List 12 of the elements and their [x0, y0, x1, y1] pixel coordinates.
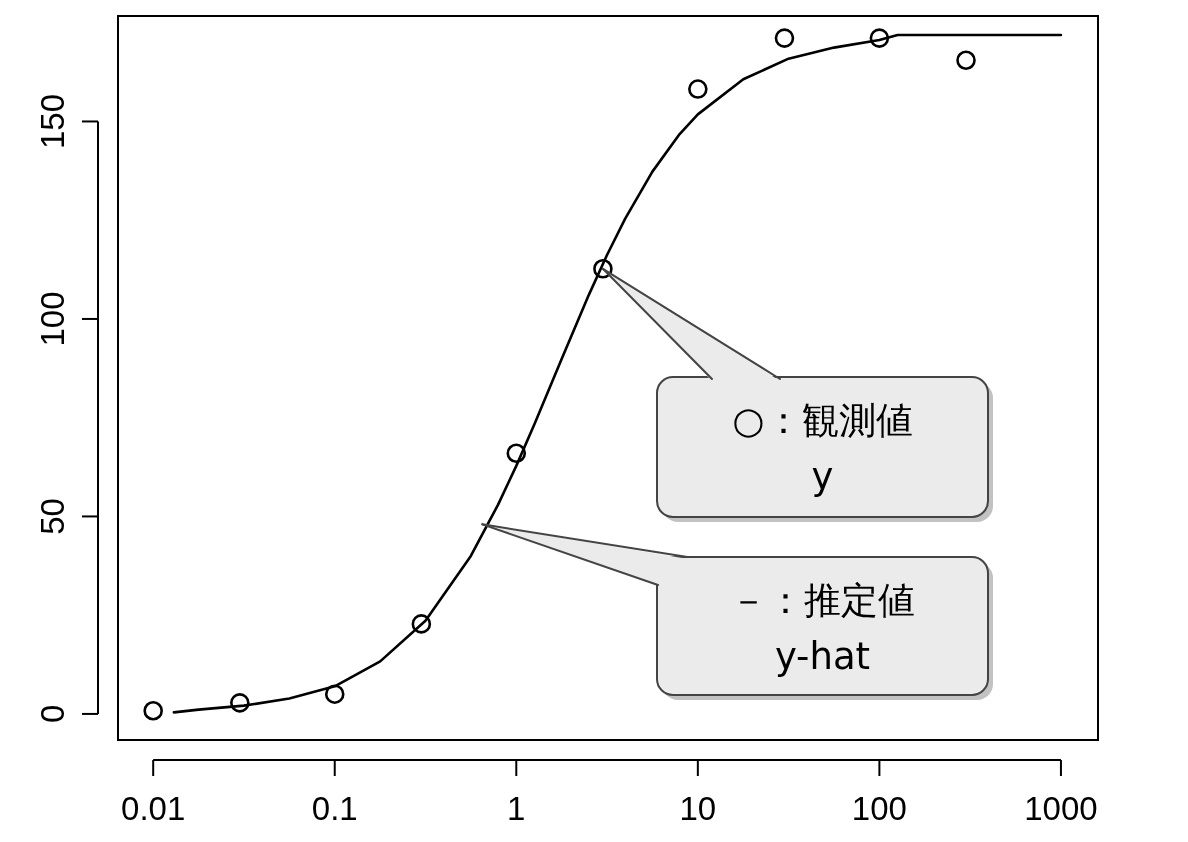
x-tick-label: 10: [679, 790, 717, 827]
x-tick-label: 100: [851, 790, 907, 827]
annotation: －：推定値 y-hat: [730, 579, 915, 678]
annotation: ○：観測値 y: [732, 399, 913, 498]
x-tick-label: 0.1: [311, 790, 358, 827]
x-tick-label: 0.01: [121, 790, 186, 827]
y-tick-label: 100: [34, 291, 71, 347]
x-tick-label: 1000: [1024, 790, 1098, 827]
x-tick-label: 1: [507, 790, 526, 827]
y-tick-label: 50: [34, 498, 71, 535]
y-tick-label: 0: [34, 704, 71, 724]
y-tick-label: 150: [34, 93, 71, 149]
